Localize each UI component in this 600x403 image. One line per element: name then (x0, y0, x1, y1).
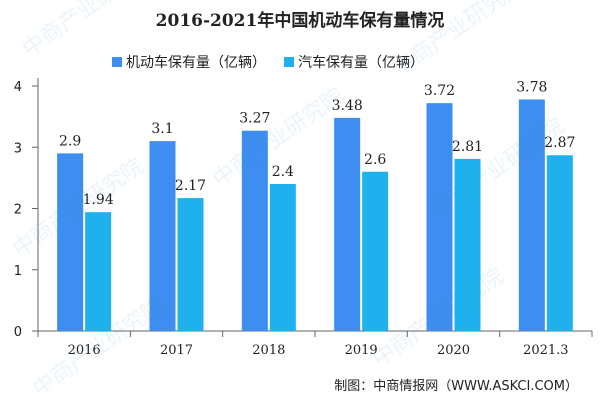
legend: 机动车保有量（亿辆） 汽车保有量（亿辆） (112, 52, 424, 72)
x-tick-label: 2016 (68, 343, 101, 358)
bar-cars (177, 198, 204, 331)
bar-motor-vehicles (149, 141, 176, 331)
source-footer: 制图：中商情报网（WWW.ASKCI.COM） (334, 379, 578, 394)
y-tick-label: 0 (14, 325, 22, 340)
data-label: 2.87 (544, 135, 575, 151)
y-tick-label: 1 (14, 264, 22, 279)
y-tick-label: 3 (14, 141, 22, 156)
legend-swatch-series-2 (284, 57, 294, 67)
x-tick-label: 2018 (252, 343, 285, 358)
bar-cars (269, 184, 296, 331)
bar-cars (454, 158, 481, 331)
data-label: 3.78 (516, 79, 547, 95)
y-tick-label: 2 (14, 203, 22, 218)
bar-cars (546, 155, 573, 331)
bar-cars (362, 171, 389, 331)
data-label: 2.6 (364, 152, 386, 168)
bar-cars (85, 212, 112, 331)
bar-motor-vehicles (518, 99, 545, 331)
data-label: 3.27 (239, 111, 270, 127)
y-tick-label: 4 (14, 80, 22, 95)
bar-motor-vehicles (334, 117, 361, 331)
data-label: 3.48 (332, 98, 363, 114)
data-label: 3.1 (151, 121, 173, 137)
bar-motor-vehicles (241, 130, 268, 331)
data-label: 2.81 (452, 139, 483, 155)
chart-title: 2016-2021年中国机动车保有量情况 (155, 11, 445, 31)
x-tick-label: 2019 (345, 343, 378, 358)
data-label: 2.4 (272, 164, 294, 180)
bar-motor-vehicles (426, 103, 453, 332)
data-label: 2.17 (175, 178, 206, 194)
legend-label-series-1: 机动车保有量（亿辆） (126, 55, 266, 71)
data-label: 2.9 (59, 133, 81, 149)
bar-motor-vehicles (57, 153, 84, 331)
data-label: 3.72 (424, 83, 455, 99)
legend-item-series-2: 汽车保有量（亿辆） (284, 52, 424, 72)
legend-item-series-1: 机动车保有量（亿辆） (112, 52, 266, 72)
legend-swatch-series-1 (112, 57, 122, 67)
x-tick-label: 2017 (160, 343, 193, 358)
x-tick-label: 2021.3 (523, 343, 569, 358)
legend-label-series-2: 汽车保有量（亿辆） (298, 55, 424, 71)
data-label: 1.94 (83, 192, 114, 208)
x-tick-label: 2020 (437, 343, 470, 358)
